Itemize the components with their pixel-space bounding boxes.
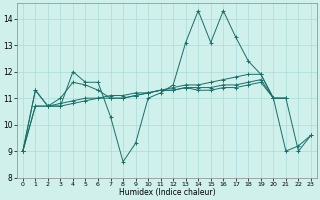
- X-axis label: Humidex (Indice chaleur): Humidex (Indice chaleur): [119, 188, 215, 197]
